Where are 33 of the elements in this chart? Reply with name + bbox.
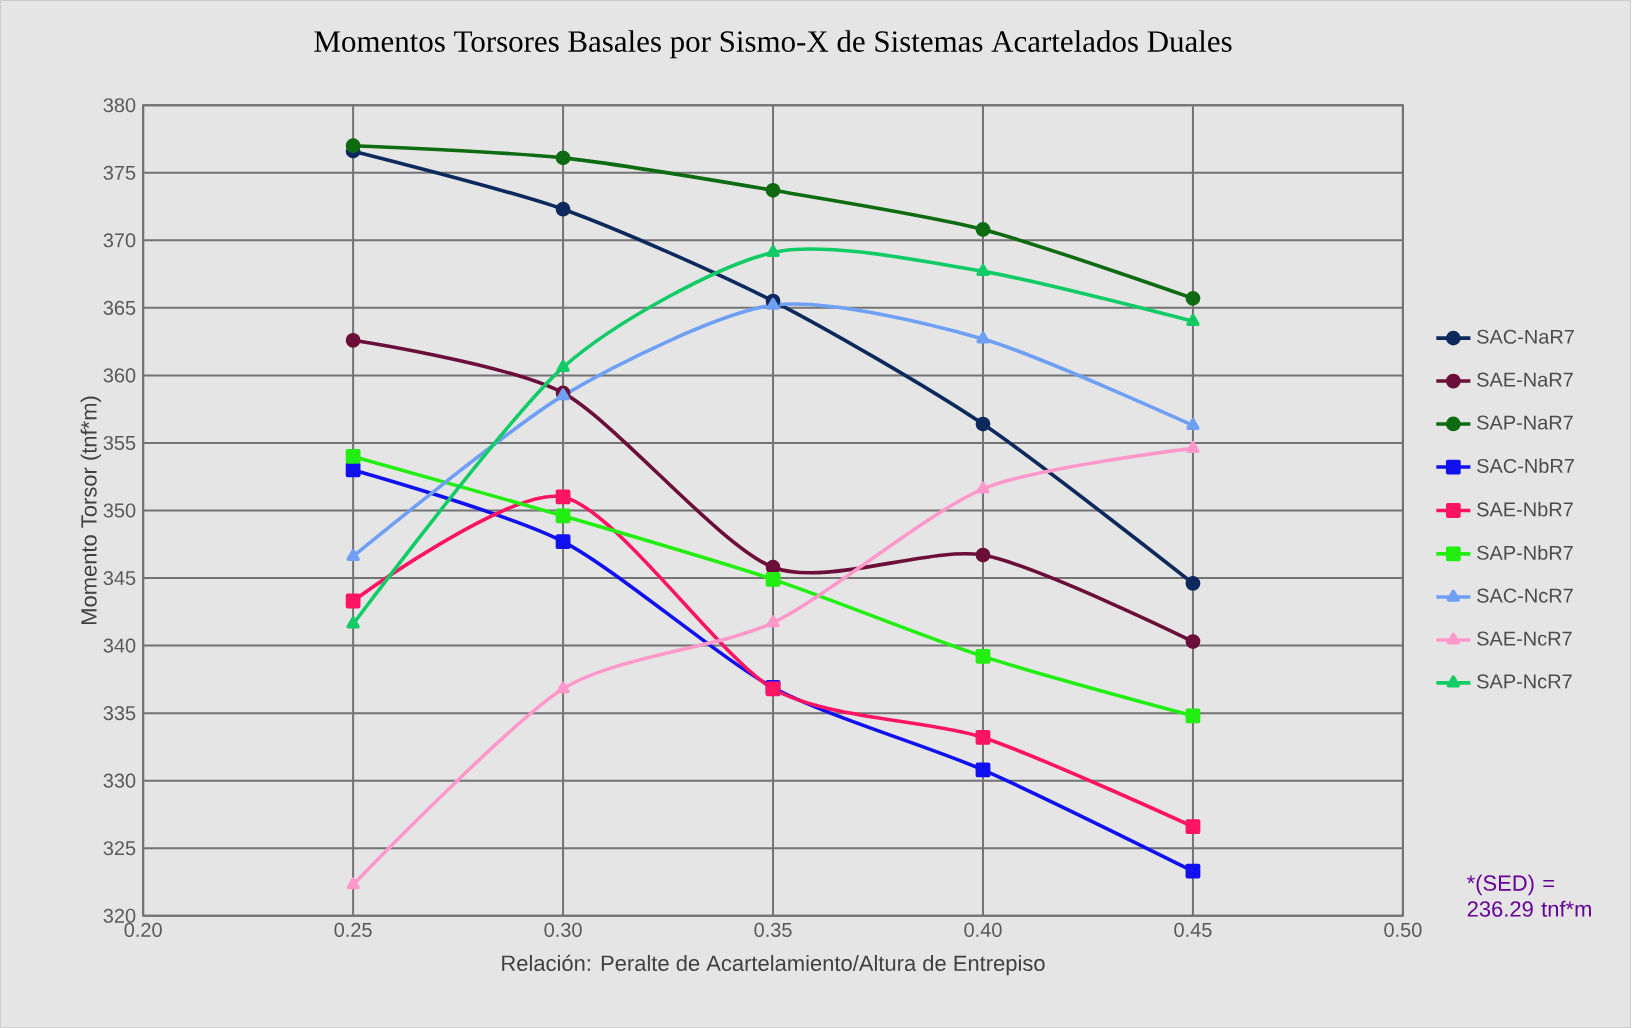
y-tick-label: 325	[103, 841, 136, 856]
x-tick-label: 0.50	[1384, 922, 1422, 937]
y-tick-label: 340	[103, 638, 136, 653]
x-tick-label: 0.25	[334, 922, 372, 937]
y-tick-label: 350	[103, 503, 136, 518]
y-tick-label: 330	[103, 773, 136, 788]
y-tick-label: 360	[103, 368, 136, 383]
legend-label: SAP-NbR7	[1477, 545, 1573, 560]
chart-title: Momentos Torsores Basales por Sismo-X de Sistemas Acartelados Duales	[314, 30, 1232, 59]
legend-label: SAE-NcR7	[1477, 631, 1572, 646]
legend-label: SAC-NbR7	[1477, 458, 1574, 474]
legend-label: SAE-NbR7	[1477, 501, 1573, 517]
y-tick-label: 365	[103, 300, 136, 315]
x-tick-label: 0.35	[754, 922, 792, 937]
x-tick-label: 0.30	[544, 922, 582, 937]
y-tick-label: 355	[103, 435, 136, 451]
legend-label: SAC-NcR7	[1477, 588, 1573, 603]
y-tick-label: 320	[103, 908, 136, 923]
text: *(SED) = 236.29 tnf*m	[1466, 874, 1591, 917]
y-tick-label: 335	[103, 706, 136, 721]
y-tick-label: 380	[103, 98, 136, 113]
legend-label: SAE-NaR7	[1477, 372, 1573, 387]
x-tick-label: 0.20	[124, 922, 162, 937]
y-axis-title: Momento Torsor (tnf*m)	[80, 396, 102, 625]
legend-label: SAP-NcR7	[1477, 674, 1572, 689]
legend-label: SAC-NaR7	[1477, 329, 1574, 344]
x-tick-label: 0.40	[964, 922, 1002, 937]
x-tick-label: 0.45	[1174, 922, 1212, 937]
legend-label: SAP-NaR7	[1477, 415, 1573, 430]
y-tick-label: 370	[103, 233, 136, 248]
y-tick-label: 345	[103, 570, 136, 586]
y-tick-label: 375	[103, 165, 136, 180]
x-axis-title: Relación: Peralte de Acartelamiento/Altura de Entrepiso	[502, 954, 1045, 976]
